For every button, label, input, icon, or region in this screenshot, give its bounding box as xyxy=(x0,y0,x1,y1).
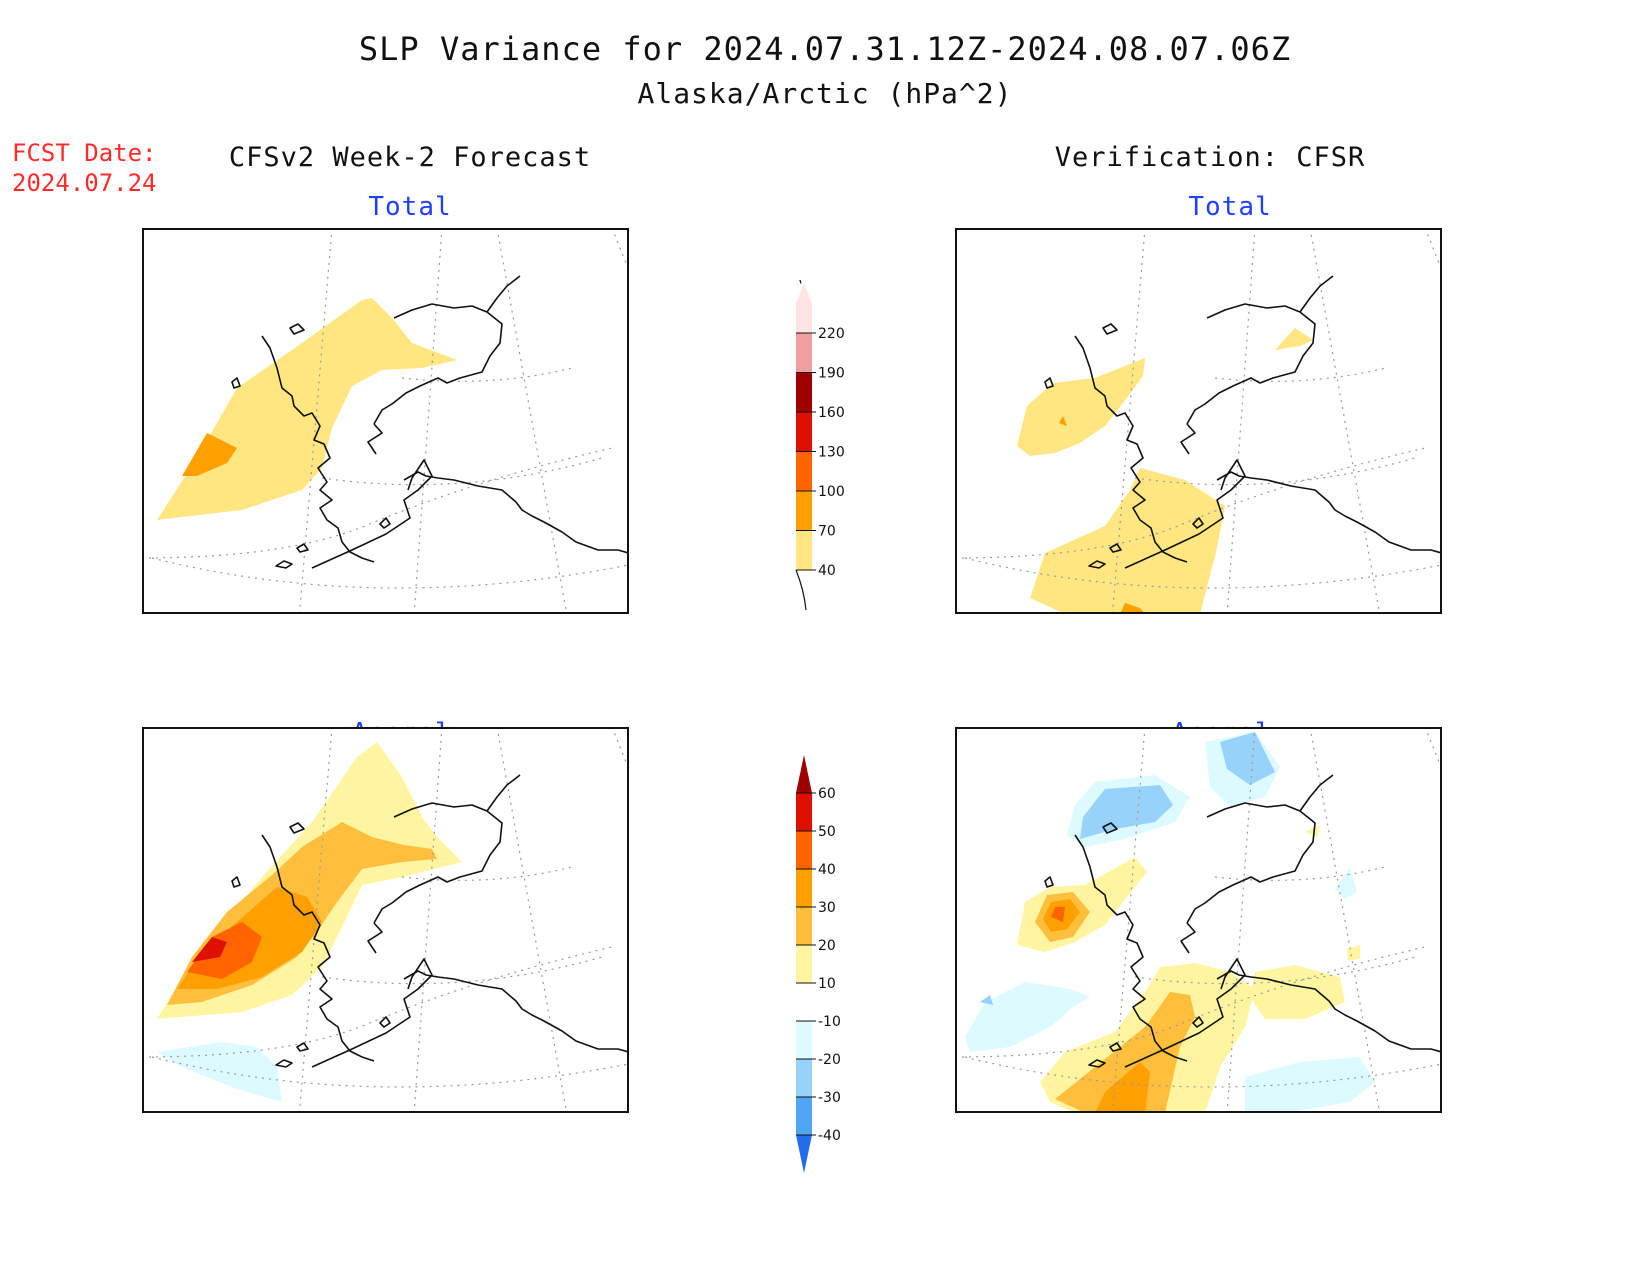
anomaly-colorbar-swatch xyxy=(796,831,812,869)
total-colorbar-swatch xyxy=(796,283,812,333)
anomaly-colorbar-swatch xyxy=(796,983,812,1021)
total-colorbar-tick-label: 130 xyxy=(818,445,845,461)
total-colorbar-swatch xyxy=(796,530,812,570)
total-colorbar-swatch xyxy=(796,412,812,452)
verification-column-title: Verification: CFSR xyxy=(1054,142,1366,173)
anomaly-colorbar-tick-label: 20 xyxy=(818,938,836,954)
forecast-total-map xyxy=(141,227,843,644)
main-title: SLP Variance for 2024.07.31.12Z-2024.08.… xyxy=(358,30,1292,68)
anomaly-colorbar-swatch xyxy=(796,755,812,793)
fcst-date-value: 2024.07.24 xyxy=(12,169,157,197)
total-colorbar: 40 70 100 130 160 190 220 xyxy=(790,273,860,619)
total-colorbar-tick-label: 220 xyxy=(818,326,845,342)
verification-anomaly-map xyxy=(954,726,1650,1143)
total-colorbar-tick-label: 160 xyxy=(818,405,845,421)
anomaly-colorbar-swatch xyxy=(796,907,812,945)
forecast-anomaly-map xyxy=(141,726,843,1143)
anomaly-colorbar: 60 50 40 30 20 10 -10 -20 -30 -40 xyxy=(790,755,860,1209)
fcst-date-label: FCST Date: xyxy=(12,139,157,167)
anomaly-colorbar-swatch xyxy=(796,869,812,907)
main-subtitle: Alaska/Arctic (hPa^2) xyxy=(637,77,1013,110)
total-colorbar-tick-label: 40 xyxy=(818,563,836,579)
anomaly-colorbar-tick-label: -10 xyxy=(818,1014,841,1030)
anomaly-colorbar-swatch xyxy=(796,1097,812,1135)
anomaly-colorbar-swatch xyxy=(796,793,812,831)
anomaly-colorbar-swatch xyxy=(796,1135,812,1173)
anomaly-colorbar-swatch xyxy=(796,1021,812,1059)
verification-total-map xyxy=(954,227,1650,644)
total-colorbar-swatch xyxy=(796,451,812,491)
anomaly-colorbar-tick-label: 30 xyxy=(818,900,836,916)
verification-total-label: Total xyxy=(1188,192,1272,222)
anomaly-colorbar-tick-label: -40 xyxy=(818,1128,841,1144)
forecast-total-label: Total xyxy=(368,192,452,222)
total-colorbar-tail xyxy=(795,569,807,611)
anomaly-colorbar-tick-label: 60 xyxy=(818,786,836,802)
total-colorbar-swatch xyxy=(796,333,812,373)
anomaly-colorbar-tick-label: 10 xyxy=(818,976,836,992)
total-colorbar-tick-label: 190 xyxy=(818,366,845,382)
anomaly-colorbar-tick-label: 40 xyxy=(818,862,836,878)
forecast-column-title: CFSv2 Week-2 Forecast xyxy=(228,142,592,173)
total-colorbar-tick-label: 70 xyxy=(818,524,836,540)
total-colorbar-tick-label: 100 xyxy=(818,484,845,500)
anomaly-colorbar-swatch xyxy=(796,945,812,983)
total-colorbar-swatch xyxy=(796,372,812,412)
total-colorbar-swatch xyxy=(796,491,812,531)
anomaly-colorbar-tick-label: 50 xyxy=(818,824,836,840)
anomaly-colorbar-tick-label: -30 xyxy=(818,1090,841,1106)
anomaly-colorbar-swatch xyxy=(796,1059,812,1097)
total-colorbar-top-tick xyxy=(797,273,802,284)
anomaly-colorbar-tick-label: -20 xyxy=(818,1052,841,1068)
